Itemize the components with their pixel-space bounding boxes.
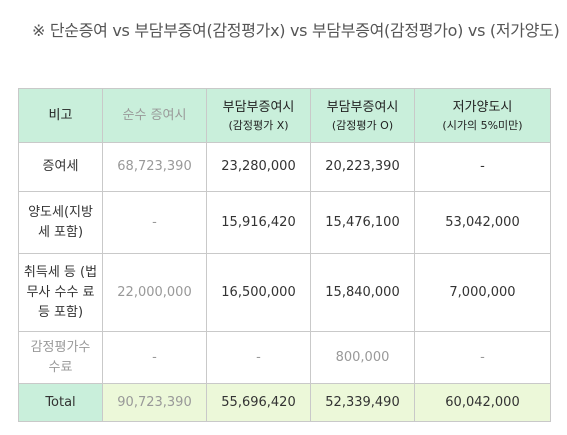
- header-main-label: 부담부증여시: [326, 99, 399, 115]
- cell-pure-gift: 68,723,390: [102, 142, 207, 192]
- cell-burden-gift-appraisal: 800,000: [310, 331, 415, 384]
- header-cell-burden-gift-no-appraisal: 부담부증여시 (감정평가 X): [206, 88, 311, 143]
- cell-burden-gift-appraisal: 15,476,100: [310, 191, 415, 254]
- row-label: 취득세 등 (법무사 수수 료 등 포함): [18, 253, 103, 332]
- cell-burden-gift-no-appraisal: -: [206, 331, 311, 384]
- cell-burden-gift-appraisal: 20,223,390: [310, 142, 415, 192]
- row-label: 감정평가수 수료: [18, 331, 103, 384]
- header-cell-pure-gift: 순수 증여시: [102, 88, 207, 143]
- page-title: ※ 단순증여 vs 부담부증여(감정평가x) vs 부담부증여(감정평가o) v…: [32, 21, 560, 40]
- header-sub-label: (시가의 5%미만): [442, 118, 523, 132]
- total-low-price-transfer: 60,042,000: [414, 383, 551, 422]
- row-label: 증여세: [18, 142, 103, 192]
- total-label: Total: [18, 383, 103, 422]
- cell-pure-gift: -: [102, 331, 207, 384]
- cell-low-price-transfer: 7,000,000: [414, 253, 551, 332]
- table-header-row: 비고 순수 증여시 부담부증여시 (감정평가 X) 부담부증여시 (감정평가 O…: [18, 88, 551, 143]
- cell-pure-gift: -: [102, 191, 207, 254]
- comparison-table: 비고 순수 증여시 부담부증여시 (감정평가 X) 부담부증여시 (감정평가 O…: [18, 88, 551, 422]
- row-label: 양도세(지방 세 포함): [18, 191, 103, 254]
- table-row: 증여세 68,723,390 23,280,000 20,223,390 -: [18, 142, 551, 192]
- cell-low-price-transfer: 53,042,000: [414, 191, 551, 254]
- table-row: 취득세 등 (법무사 수수 료 등 포함) 22,000,000 16,500,…: [18, 253, 551, 332]
- header-cell-burden-gift-appraisal: 부담부증여시 (감정평가 O): [310, 88, 415, 143]
- header-sub-label: (감정평가 O): [331, 118, 394, 132]
- table-row: 감정평가수 수료 - - 800,000 -: [18, 331, 551, 384]
- total-burden-gift-appraisal: 52,339,490: [310, 383, 415, 422]
- header-main-label: 저가양도시: [452, 99, 513, 115]
- cell-low-price-transfer: -: [414, 142, 551, 192]
- cell-burden-gift-no-appraisal: 23,280,000: [206, 142, 311, 192]
- header-sub-label: (감정평가 X): [228, 118, 289, 132]
- cell-burden-gift-no-appraisal: 16,500,000: [206, 253, 311, 332]
- header-cell-remark: 비고: [18, 88, 103, 143]
- total-burden-gift-no-appraisal: 55,696,420: [206, 383, 311, 422]
- cell-low-price-transfer: -: [414, 331, 551, 384]
- total-pure-gift: 90,723,390: [102, 383, 207, 422]
- table-total-row: Total 90,723,390 55,696,420 52,339,490 6…: [18, 383, 551, 422]
- section-title: ※ 단순증여 vs 부담부증여(감정평가x) vs 부담부증여(감정평가o) v…: [14, 13, 560, 45]
- table-row: 양도세(지방 세 포함) - 15,916,420 15,476,100 53,…: [18, 191, 551, 254]
- header-cell-low-price-transfer: 저가양도시 (시가의 5%미만): [414, 88, 551, 143]
- cell-burden-gift-no-appraisal: 15,916,420: [206, 191, 311, 254]
- cell-burden-gift-appraisal: 15,840,000: [310, 253, 415, 332]
- header-main-label: 부담부증여시: [222, 99, 295, 115]
- cell-pure-gift: 22,000,000: [102, 253, 207, 332]
